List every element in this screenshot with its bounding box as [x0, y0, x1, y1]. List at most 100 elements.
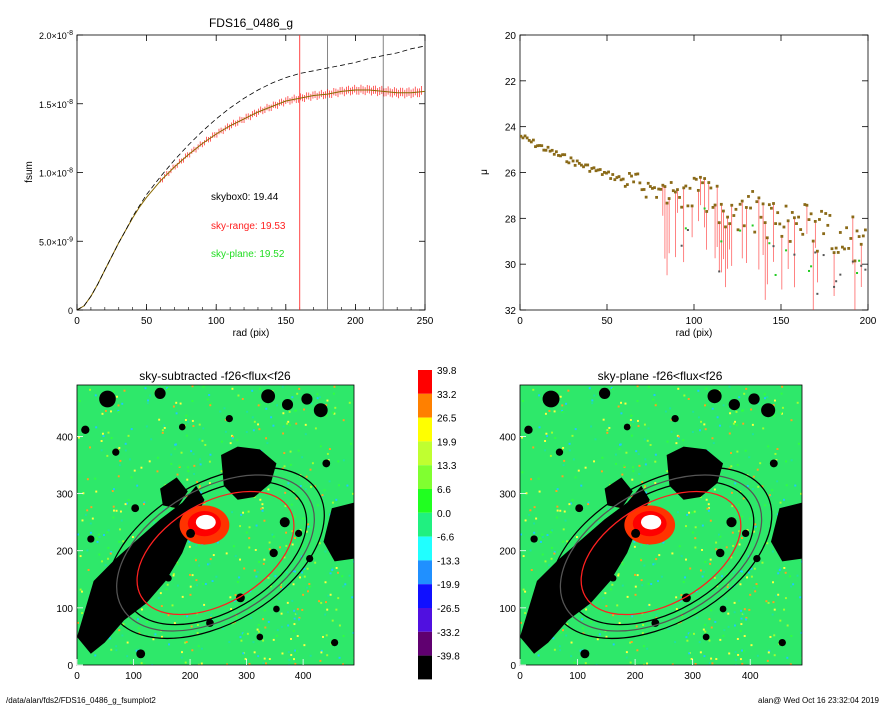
mu-point: [638, 181, 642, 185]
mu-point: [815, 249, 819, 253]
mu-point: [701, 181, 704, 185]
panel-fsum-ylabel: fsum: [24, 161, 35, 183]
mu-point: [531, 138, 535, 142]
fsum-ytick-label: 1.0×10-8: [39, 168, 73, 179]
panel-mu-axes: 0 50 100 150 200 20 22 24 26 28 30 32: [505, 31, 877, 327]
mu-point-alt: [856, 272, 859, 275]
panel-sky-subtracted-axes: 0 100 200 300 400 0 100 200 300 400: [56, 432, 312, 682]
mu-point: [717, 221, 721, 225]
panel-sky-subtracted-frame: [76, 384, 355, 666]
mu-xtick-label: 50: [601, 316, 613, 327]
mu-point: [788, 240, 792, 243]
mu-xtick-label: 0: [517, 316, 523, 327]
colorbar-swatch: [418, 489, 432, 513]
mu-point: [529, 140, 533, 144]
mu-point: [557, 154, 560, 157]
mu-point: [711, 205, 715, 209]
map-ytick-label: 0: [510, 661, 516, 672]
mu-point: [705, 210, 709, 213]
mu-point-alt: [839, 273, 842, 276]
mu-point: [841, 245, 844, 249]
mu-point: [577, 161, 581, 165]
map-xtick-label: 0: [74, 671, 80, 682]
mu-point: [774, 222, 778, 226]
mu-point: [772, 202, 775, 205]
mu-point: [838, 231, 842, 234]
mu-point: [828, 214, 832, 217]
mu-point: [659, 187, 663, 191]
mu-point: [632, 180, 636, 184]
sky-subtracted-image: [77, 385, 354, 665]
mu-point: [855, 229, 859, 233]
fsum-ytick-label: 2.0×10-8: [39, 30, 73, 41]
mu-ytick-label: 26: [505, 169, 517, 180]
colorbar-label: 33.2: [437, 390, 457, 401]
mu-point: [692, 176, 696, 180]
panel-fsum: FDS16_0486_g 0 50 100 150 200 250 0 5.0×10-9 1.0…: [24, 16, 434, 339]
mu-point: [615, 176, 619, 179]
fsum-xtick-label: 0: [74, 316, 80, 327]
map-ytick-label: 100: [56, 604, 73, 615]
mu-point: [534, 145, 537, 149]
mu-point-alt: [680, 244, 683, 247]
mu-point: [661, 183, 665, 187]
mu-point: [801, 232, 805, 236]
mu-point: [795, 222, 798, 225]
mu-point: [813, 219, 817, 223]
colorbar-label: -33.2: [437, 628, 460, 639]
mu-point: [770, 206, 773, 210]
mu-point-alt: [772, 245, 775, 248]
map-ytick-label: 200: [56, 547, 73, 558]
mu-point: [542, 148, 546, 152]
mu-point: [836, 251, 840, 254]
colorbar-label: 13.3: [437, 461, 457, 472]
mu-point: [722, 209, 725, 213]
mu-xtick-label: 150: [773, 316, 790, 327]
map-xtick-label: 400: [742, 671, 759, 682]
panel-sky-plane-title: sky-plane -f26<flux<f26: [598, 369, 723, 383]
mu-point: [559, 154, 562, 158]
mu-ytick-label: 30: [505, 260, 517, 271]
fsum-xtick-label: 250: [417, 316, 434, 327]
fsum-xtick-label: 50: [141, 316, 153, 327]
panel-sky-plane-axes: 0 100 200 300 400 0 100 200 300 400: [499, 432, 759, 682]
mu-point: [753, 230, 757, 234]
annotation-skybox0: skybox0: 19.44: [211, 192, 279, 203]
map-ytick-label: 200: [499, 547, 516, 558]
fsum-xtick-label: 100: [208, 316, 225, 327]
mu-point: [552, 152, 556, 156]
mu-point: [818, 218, 821, 221]
annotation-sky-range: sky-range: 19.53: [211, 221, 286, 232]
mu-point: [728, 222, 732, 226]
mu-point: [619, 178, 623, 182]
mu-point: [667, 197, 671, 200]
mu-point: [811, 239, 815, 243]
mu-xtick-label: 100: [686, 316, 703, 327]
colorbar-swatch: [418, 465, 432, 489]
mu-point: [521, 136, 525, 140]
mu-point: [648, 185, 652, 188]
mu-point: [730, 203, 734, 207]
map-ytick-label: 400: [499, 432, 516, 443]
mu-point: [740, 199, 744, 203]
mu-point-alt: [864, 268, 867, 271]
mu-point: [548, 149, 552, 153]
map-ytick-label: 400: [56, 432, 73, 443]
panel-mu: 0 50 100 150 200 20 22 24 26 28 30 32 rad (pix) μ: [479, 31, 877, 339]
mu-point-alt: [814, 251, 817, 254]
mu-point: [767, 203, 771, 207]
mu-point-alt: [774, 273, 777, 276]
mu-point: [749, 206, 752, 210]
panel-fsum-title: FDS16_0486_g: [209, 16, 293, 30]
mu-point: [709, 186, 713, 190]
mu-point: [696, 188, 700, 192]
mu-point: [665, 201, 669, 205]
panel-fsum-axes: 0 50 100 150 200 250 0 5.0×10-9 1.0×10-8 1.5×10-8…: [39, 30, 434, 327]
mu-point: [724, 225, 727, 229]
mu-ytick-label: 20: [505, 31, 517, 42]
mu-point: [592, 166, 596, 170]
colorbar: 39.8 33.2 26.5 19.9 13.3 6.6 0.0 -6.6 -13.3 -19.9…: [418, 366, 460, 680]
sky-plane-image: [520, 385, 802, 665]
fsum-ytick-label: 0: [68, 306, 73, 316]
mu-point: [822, 232, 826, 236]
